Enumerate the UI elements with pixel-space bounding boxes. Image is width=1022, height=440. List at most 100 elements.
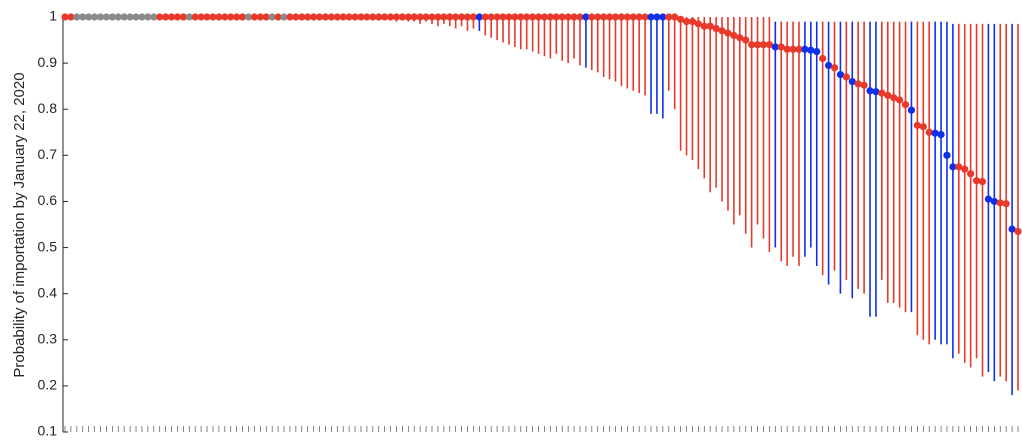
point — [268, 13, 276, 21]
point — [197, 13, 205, 21]
point — [659, 13, 667, 21]
y-tick-label: 0.5 — [38, 238, 58, 254]
point — [907, 106, 916, 114]
point — [529, 13, 537, 21]
point — [700, 22, 708, 30]
point — [286, 13, 294, 21]
point — [292, 13, 300, 21]
point — [381, 13, 389, 21]
point — [742, 36, 750, 44]
point — [706, 22, 714, 30]
point — [594, 13, 602, 21]
point — [866, 87, 874, 95]
point — [730, 31, 738, 40]
point — [540, 13, 549, 21]
point — [244, 13, 253, 21]
point — [724, 29, 732, 37]
point — [913, 121, 921, 129]
point — [629, 13, 637, 21]
point — [209, 13, 217, 21]
point — [1008, 225, 1016, 233]
point — [819, 54, 827, 63]
point — [978, 178, 987, 186]
point — [351, 13, 359, 21]
point — [185, 13, 193, 21]
point — [961, 165, 969, 173]
point — [813, 47, 821, 56]
y-tick-label: 0.4 — [38, 284, 58, 300]
point — [434, 13, 442, 21]
point — [570, 13, 578, 21]
point — [392, 13, 401, 21]
point — [617, 13, 626, 21]
point — [280, 13, 288, 21]
point — [972, 177, 981, 185]
point — [227, 13, 235, 21]
point — [96, 13, 105, 21]
point — [546, 13, 554, 21]
point — [73, 13, 81, 21]
point — [901, 101, 910, 109]
point — [386, 13, 395, 21]
point — [860, 81, 868, 89]
point — [878, 89, 886, 97]
point — [452, 13, 460, 21]
point — [138, 13, 146, 21]
point — [523, 13, 531, 21]
point — [611, 13, 620, 21]
point — [712, 24, 720, 33]
point — [505, 13, 513, 21]
point — [949, 163, 957, 171]
point — [605, 13, 614, 21]
point — [90, 13, 99, 21]
point — [463, 13, 472, 21]
y-tick-label: 0.8 — [38, 100, 58, 116]
point — [623, 13, 631, 21]
point — [162, 13, 170, 21]
point — [85, 13, 93, 21]
point — [274, 13, 282, 21]
point — [256, 13, 264, 21]
point — [238, 13, 247, 21]
point — [996, 199, 1004, 207]
point — [677, 15, 685, 23]
y-tick-label: 0.6 — [38, 192, 58, 208]
point — [215, 13, 223, 21]
point — [203, 13, 211, 21]
point — [144, 13, 152, 21]
point — [475, 13, 483, 21]
point — [931, 129, 939, 137]
point — [493, 13, 501, 21]
y-tick-label: 0.9 — [38, 54, 58, 70]
point — [842, 73, 850, 81]
point — [647, 13, 655, 21]
point — [1014, 227, 1022, 236]
point — [108, 13, 116, 21]
point — [990, 197, 998, 206]
point — [469, 13, 478, 21]
y-tick-label: 0.2 — [38, 377, 58, 393]
point — [588, 13, 596, 21]
point — [564, 13, 572, 21]
point — [120, 13, 128, 21]
point — [671, 13, 679, 21]
point — [233, 13, 241, 21]
point — [984, 195, 993, 203]
point — [422, 13, 430, 21]
point — [173, 13, 182, 21]
point — [653, 13, 661, 21]
point — [250, 13, 259, 21]
point — [511, 13, 519, 21]
point — [150, 13, 158, 21]
point — [487, 13, 495, 21]
point — [398, 13, 406, 21]
point — [369, 13, 377, 21]
point — [771, 43, 779, 51]
point — [830, 64, 839, 72]
point — [884, 91, 892, 99]
point — [481, 13, 489, 21]
point — [600, 13, 608, 21]
point — [937, 130, 945, 139]
point — [718, 27, 726, 35]
